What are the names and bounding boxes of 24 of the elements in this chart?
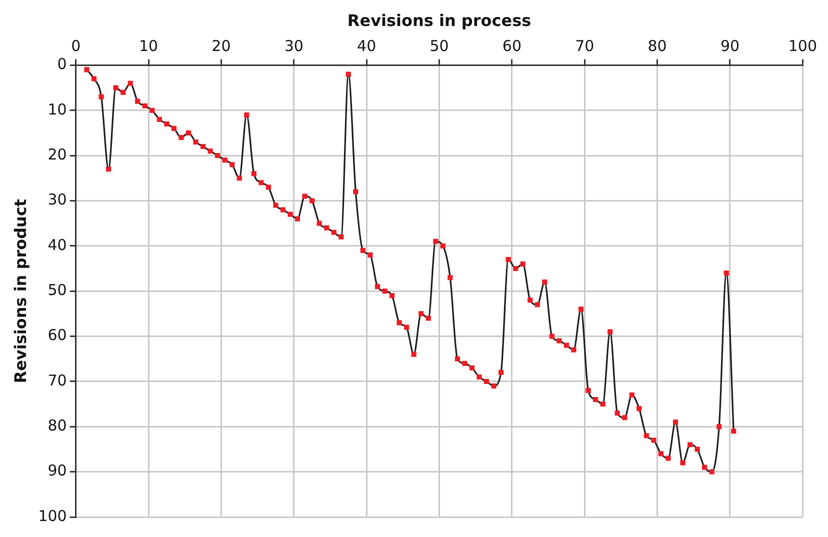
x-axis-title: Revisions in process <box>347 10 532 30</box>
x-tick-label: 30 <box>284 37 304 56</box>
y-tick-label: 50 <box>48 280 67 299</box>
y-tick-label: 40 <box>48 236 67 254</box>
x-tick-label: 40 <box>357 37 376 56</box>
x-tick-label: 90 <box>720 37 740 56</box>
y-tick-label: 20 <box>48 145 67 164</box>
y-tick-label: 100 <box>38 506 67 525</box>
y-tick-label: 30 <box>48 190 67 209</box>
x-tick-label: 10 <box>138 37 158 56</box>
x-tick-label: 100 <box>788 37 818 56</box>
x-tick-label: 80 <box>648 37 667 56</box>
y-tick-label: 90 <box>48 462 67 480</box>
x-tick-label: 20 <box>212 37 231 56</box>
x-tick-label: 60 <box>502 37 522 56</box>
x-tick-label: 50 <box>430 37 449 56</box>
y-tick-label: 70 <box>48 371 67 390</box>
y-tick-label: 0 <box>57 55 67 74</box>
y-axis-title: Revisions in product <box>10 198 30 384</box>
x-tick-label: 70 <box>575 37 594 56</box>
x-tick-label: 0 <box>71 37 81 56</box>
y-tick-label: 60 <box>48 326 67 344</box>
y-tick-label: 80 <box>48 416 67 435</box>
y-tick-label: 10 <box>48 100 67 118</box>
